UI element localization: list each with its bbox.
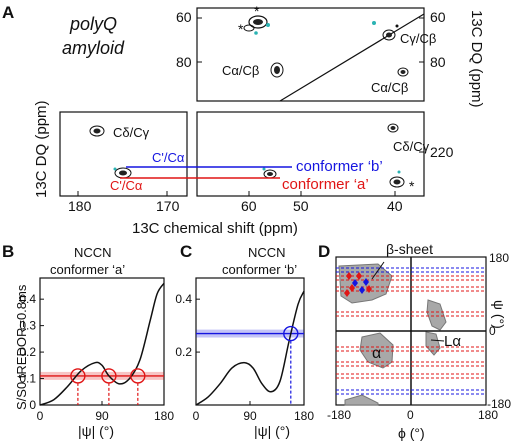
panel-b-title-line1: NCCN [74, 245, 112, 260]
peak-co-left [113, 167, 132, 179]
y-tick-upper-right-80: 80 [430, 54, 446, 70]
y-tick-upper-right-60: 60 [430, 9, 446, 25]
peak-cluster-upper-left [243, 15, 270, 35]
x-tick-60: 60 [241, 198, 257, 214]
ramachandran-plot [335, 256, 487, 406]
spectrum-upper-box [196, 7, 425, 102]
peak-ca-cb-left [270, 62, 284, 78]
label-conformer-a: conformer ‘a’ [282, 176, 369, 193]
x-tick-50: 50 [293, 198, 309, 214]
chart-b-y-tick-1: 0.1 [19, 372, 36, 386]
y-tick-lower-right-220: 220 [430, 144, 454, 160]
label-conformer-b: conformer ‘b’ [296, 158, 383, 175]
chart-b-y-tick-0: 0 [29, 398, 36, 412]
x-tick-40: 40 [387, 198, 403, 214]
panel-a-letter: A [2, 3, 14, 22]
peak-cd-cg-left [89, 125, 105, 137]
panel-a-x-ticks [77, 191, 396, 196]
chart-b-y-tick-4: 0.4 [19, 292, 36, 306]
label-alpha: α [372, 345, 381, 362]
chart-c-y-tick-1: 0.4 [175, 292, 192, 306]
chart-c: 0.2 0.4 0 90 180 [175, 277, 314, 423]
panel-c-x-label: |ψ| (°) [254, 423, 290, 439]
label-cd-cg-left: Cδ/Cγ [113, 125, 150, 140]
panel-b-y-label: S/S0 tREDOR=0.8ms [14, 284, 29, 410]
star-lower: * [409, 178, 415, 194]
chart-b-y-tick-2: 0.2 [19, 345, 36, 359]
panel-d-y-label: ψ (°) [491, 300, 507, 329]
d-y-tick-0: 0 [489, 324, 496, 338]
peak-cg-cb [372, 21, 399, 41]
d-x-tick-neg180: -180 [327, 408, 351, 422]
chart-c-frame [195, 277, 305, 406]
chart-c-curve [195, 290, 305, 406]
blue-dashed-lines [336, 267, 486, 395]
label-beta-sheet: β-sheet [386, 241, 433, 257]
star-upper: * [254, 3, 260, 19]
panel-a-title-line1: polyQ [69, 14, 117, 34]
panel-b-title-line2: conformer ‘a’ [50, 262, 125, 277]
panel-c-title-line1: NCCN [248, 245, 286, 260]
chart-b-y-tick-3: 0.3 [19, 319, 36, 333]
panel-a-y-left-label: 13C DQ (ppm) [33, 100, 50, 198]
beta-markers [344, 272, 372, 297]
panel-a-y-right-label: 13C DQ (ppm) [468, 10, 485, 108]
panel-a-title-line2: amyloid [62, 38, 125, 58]
chart-b: 0 0.1 0.2 0.3 0.4 0 90 180 [19, 277, 174, 423]
label-co-ca-red: C'/Cα [110, 178, 143, 193]
y-tick-upper-left-80: 80 [176, 54, 192, 70]
panel-b-x-label: |ψ| (°) [78, 423, 114, 439]
chart-c-y-tick-0: 0.2 [175, 345, 192, 359]
spectrum-lower-left-box [59, 111, 188, 197]
label-cd-cg-right: Cδ/Cγ [393, 139, 430, 154]
label-lalpha: Lα [444, 333, 461, 350]
chart-b-curve [39, 282, 165, 406]
chart-b-x-tick-2: 180 [154, 409, 174, 423]
panel-c-title-line2: conformer ‘b’ [222, 262, 297, 277]
peak-ca-lower [262, 167, 277, 179]
peak-cg-lower [389, 170, 405, 188]
star-upper-left: * [238, 21, 244, 37]
x-tick-180: 180 [68, 198, 92, 214]
red-dashed-lines [336, 275, 486, 379]
label-cg-cb: Cγ/Cβ [400, 31, 436, 46]
label-ca-cb-left: Cα/Cβ [222, 63, 259, 78]
peak-cd-cg-right [387, 123, 399, 133]
y-tick-upper-left-60: 60 [176, 9, 192, 25]
chart-c-x-tick-1: 90 [243, 409, 257, 423]
label-ca-cb-right: Cα/Cβ [371, 80, 408, 95]
chart-c-x-tick-2: 180 [294, 409, 314, 423]
spectrum-lower-right-box [196, 111, 425, 197]
x-tick-170: 170 [156, 198, 180, 214]
peak-ca-cb-right [397, 67, 409, 77]
diagonal-line [279, 13, 425, 102]
panel-a-x-label: 13C chemical shift (ppm) [132, 220, 298, 237]
panel-d-x-label: ϕ (°) [398, 425, 425, 441]
d-x-tick-0: 0 [407, 408, 414, 422]
panel-c-letter: C [180, 242, 192, 261]
panel-b-letter: B [2, 242, 14, 261]
chart-b-x-tick-1: 90 [95, 409, 109, 423]
d-y-tick-neg180: -180 [487, 397, 511, 411]
chart-b-x-tick-0: 0 [37, 409, 44, 423]
chart-c-x-tick-0: 0 [193, 409, 200, 423]
label-co-ca-blue: C'/Cα [152, 150, 185, 165]
d-x-tick-180: 180 [478, 408, 498, 422]
d-y-tick-180: 180 [489, 251, 509, 265]
panel-d-letter: D [318, 242, 330, 261]
